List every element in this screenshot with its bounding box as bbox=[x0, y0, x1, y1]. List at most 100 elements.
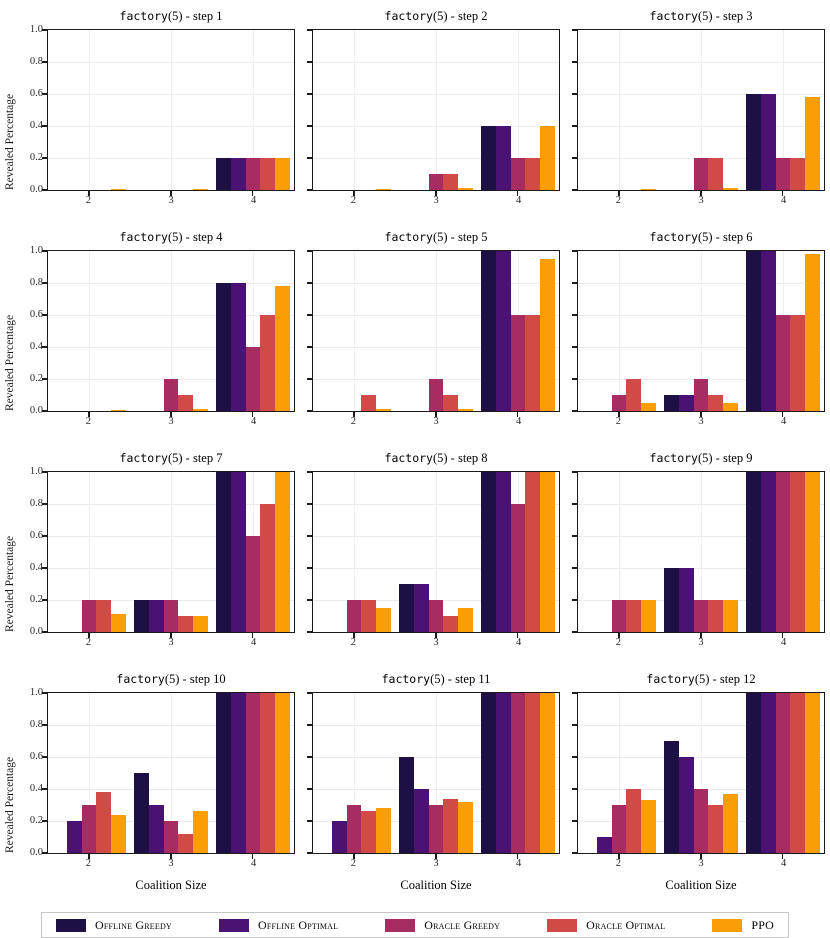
gridline-vertical bbox=[171, 472, 172, 632]
legend-entry: Offline Optimal bbox=[218, 918, 338, 933]
plot-title: factory(5) - step 8 bbox=[312, 450, 560, 466]
bar-offline-optimal bbox=[148, 600, 164, 632]
bar-oracle-optimal bbox=[525, 158, 541, 190]
x-tick-labels: 2 3 4 bbox=[577, 858, 825, 876]
bar-ppo bbox=[641, 800, 656, 853]
legend-entry: Oracle Optimal bbox=[547, 918, 665, 933]
gridline-vertical bbox=[354, 30, 355, 190]
y-tick bbox=[42, 125, 47, 127]
y-tick bbox=[307, 535, 312, 537]
legend-entry: Oracle Greedy bbox=[385, 918, 500, 933]
bar-oracle-optimal bbox=[790, 158, 806, 190]
x-tick bbox=[435, 191, 437, 196]
bar-oracle-optimal bbox=[96, 600, 112, 632]
bar-offline-greedy bbox=[134, 600, 149, 632]
y-tick bbox=[307, 61, 312, 63]
x-tick bbox=[88, 191, 90, 196]
plot-title-code: factory bbox=[384, 9, 433, 23]
gridline-vertical bbox=[436, 472, 437, 632]
plot-title-rest: (5) - step 7 bbox=[167, 451, 223, 465]
bar-oracle-greedy bbox=[510, 693, 526, 853]
bar-oracle-optimal bbox=[626, 600, 642, 632]
x-tick bbox=[251, 412, 254, 417]
x-tick bbox=[618, 633, 620, 638]
plot-area bbox=[572, 250, 825, 417]
y-tick bbox=[572, 756, 577, 758]
x-axis-label: Coalition Size bbox=[135, 878, 207, 892]
bar-oracle-greedy bbox=[428, 805, 444, 853]
bar-offline-greedy bbox=[746, 693, 761, 853]
subplot-step-11: factory(5) - step 11 2 3 4 Coalition Size bbox=[307, 671, 560, 896]
plot-title-code: factory bbox=[119, 9, 168, 23]
y-tick bbox=[42, 756, 47, 758]
bar-offline-optimal bbox=[495, 251, 511, 411]
bar-offline-optimal bbox=[760, 251, 776, 411]
y-tick-label: 0.8 bbox=[29, 498, 43, 509]
y-tick bbox=[42, 852, 47, 854]
legend-swatch bbox=[56, 918, 86, 932]
bar-oracle-optimal bbox=[525, 315, 541, 411]
plot-area: 0.0 0.2 0.4 0.6 0.8 1.0 Revealed Percentage bbox=[4, 466, 295, 638]
gridline-vertical bbox=[89, 693, 90, 853]
bar-offline-greedy bbox=[481, 693, 496, 853]
x-tick-label: 3 bbox=[168, 416, 174, 427]
y-tick bbox=[307, 93, 312, 95]
y-tick bbox=[572, 250, 577, 252]
subplot-step-1: factory(5) - step 1 0.0 0.2 0.4 0.6 0.8 1.0 Rev… bbox=[4, 8, 295, 213]
bar-oracle-greedy bbox=[775, 158, 791, 190]
bar-offline-optimal bbox=[495, 126, 511, 190]
y-tick bbox=[572, 189, 577, 191]
y-tick bbox=[307, 157, 312, 159]
y-tick bbox=[572, 852, 577, 854]
x-tick bbox=[435, 854, 437, 859]
y-tick-label: 1.0 bbox=[29, 687, 43, 698]
y-tick bbox=[42, 724, 47, 726]
x-tick bbox=[516, 412, 519, 417]
bar-oracle-optimal bbox=[443, 798, 459, 853]
bar-offline-greedy bbox=[746, 251, 761, 411]
subplot-step-2: factory(5) - step 2 2 3 4 bbox=[307, 8, 560, 213]
x-tick-labels: 2 3 4 bbox=[577, 637, 825, 655]
x-tick bbox=[781, 412, 784, 417]
bar-oracle-optimal bbox=[260, 504, 276, 632]
y-tick bbox=[307, 503, 312, 505]
bar-ppo bbox=[723, 793, 738, 853]
x-tick-label: 2 bbox=[350, 858, 356, 869]
x-tick-label: 2 bbox=[85, 195, 91, 206]
x-tick bbox=[700, 191, 702, 196]
x-tick-labels: 2 3 4 bbox=[47, 858, 295, 876]
plot-title-rest: (5) - step 4 bbox=[167, 230, 223, 244]
x-tick-labels: 2 3 4 bbox=[47, 195, 295, 213]
x-tick bbox=[170, 633, 172, 638]
bar-oracle-optimal bbox=[525, 693, 541, 853]
y-tick-label: 0.4 bbox=[29, 341, 43, 352]
plot-title: factory(5) - step 11 bbox=[312, 671, 560, 687]
bar-ppo bbox=[111, 614, 126, 632]
x-tick-label: 2 bbox=[350, 195, 356, 206]
x-tick bbox=[781, 191, 784, 196]
subplot-step-7: factory(5) - step 7 0.0 0.2 0.4 0.6 0.8 1.0 Rev… bbox=[4, 450, 295, 655]
bar-offline-optimal bbox=[495, 472, 511, 632]
gridline-vertical bbox=[619, 251, 620, 411]
x-tick-label: 3 bbox=[433, 637, 439, 648]
x-tick bbox=[88, 854, 90, 859]
x-tick-label: 4 bbox=[781, 195, 787, 206]
bar-ppo bbox=[723, 403, 738, 411]
subplot-step-5: factory(5) - step 5 2 3 4 bbox=[307, 229, 560, 434]
bar-oracle-greedy bbox=[81, 600, 97, 632]
y-tick bbox=[307, 314, 312, 316]
bar-oracle-greedy bbox=[693, 600, 709, 632]
bar-offline-optimal bbox=[678, 395, 694, 411]
x-tick bbox=[516, 633, 519, 638]
plot-title-rest: (5) - step 10 bbox=[164, 672, 226, 686]
bar-oracle-optimal bbox=[790, 693, 806, 853]
bar-ppo bbox=[111, 189, 126, 190]
y-tick bbox=[307, 756, 312, 758]
bar-ppo bbox=[458, 801, 473, 853]
bar-oracle-greedy bbox=[510, 158, 526, 190]
bar-oracle-greedy bbox=[245, 536, 261, 632]
y-tick-label: 0.4 bbox=[29, 783, 43, 794]
y-tick bbox=[572, 157, 577, 159]
gridline-vertical bbox=[89, 30, 90, 190]
x-tick-label: 2 bbox=[350, 416, 356, 427]
